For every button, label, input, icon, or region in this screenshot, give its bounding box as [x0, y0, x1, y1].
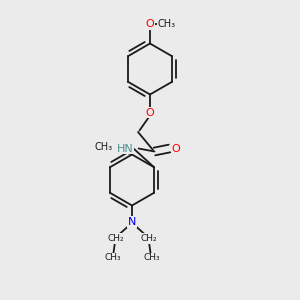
Text: CH₃: CH₃: [143, 254, 160, 262]
Text: CH₂: CH₂: [140, 234, 157, 243]
Text: CH₂: CH₂: [107, 234, 124, 243]
Text: O: O: [146, 107, 154, 118]
Text: CH₃: CH₃: [158, 19, 175, 29]
Text: O: O: [146, 19, 154, 29]
Text: HN: HN: [117, 143, 134, 154]
Text: N: N: [128, 217, 136, 227]
Text: O: O: [172, 143, 181, 154]
Text: CH₃: CH₃: [94, 142, 112, 152]
Text: CH₃: CH₃: [104, 254, 121, 262]
